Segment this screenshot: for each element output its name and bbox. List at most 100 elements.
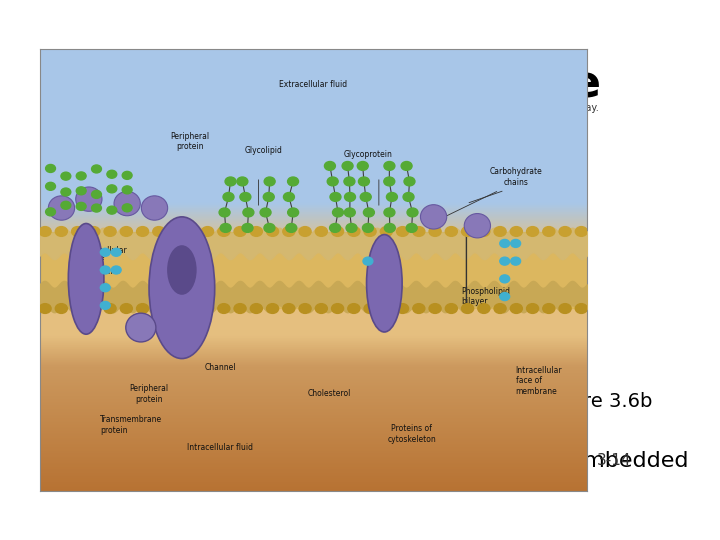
Circle shape xyxy=(251,227,262,237)
Circle shape xyxy=(384,177,395,186)
Circle shape xyxy=(185,303,197,313)
Circle shape xyxy=(225,177,236,186)
Circle shape xyxy=(45,183,55,190)
Circle shape xyxy=(559,227,571,237)
Ellipse shape xyxy=(141,196,168,220)
Circle shape xyxy=(342,161,353,170)
Ellipse shape xyxy=(149,217,215,359)
Circle shape xyxy=(384,224,395,232)
Circle shape xyxy=(266,227,279,237)
Circle shape xyxy=(357,161,368,170)
Circle shape xyxy=(346,224,357,232)
Circle shape xyxy=(494,303,506,313)
Circle shape xyxy=(104,227,116,237)
Circle shape xyxy=(510,239,521,247)
Circle shape xyxy=(71,227,84,237)
Circle shape xyxy=(266,303,279,313)
Circle shape xyxy=(220,224,231,232)
Circle shape xyxy=(401,161,412,170)
Circle shape xyxy=(404,177,415,186)
Circle shape xyxy=(100,248,110,256)
Circle shape xyxy=(71,303,84,313)
Circle shape xyxy=(364,227,376,237)
Circle shape xyxy=(45,208,55,216)
Circle shape xyxy=(344,177,355,186)
Circle shape xyxy=(137,303,148,313)
Circle shape xyxy=(330,224,341,232)
Circle shape xyxy=(153,303,165,313)
Circle shape xyxy=(559,303,571,313)
Circle shape xyxy=(185,227,197,237)
Text: 3-14: 3-14 xyxy=(597,453,631,468)
Circle shape xyxy=(380,303,392,313)
Circle shape xyxy=(218,303,230,313)
Circle shape xyxy=(55,303,68,313)
Circle shape xyxy=(112,248,121,256)
Circle shape xyxy=(331,227,343,237)
Text: Peripheral
protein: Peripheral protein xyxy=(171,132,210,151)
Circle shape xyxy=(413,227,425,237)
Circle shape xyxy=(122,204,132,212)
Text: Peripheral
protein: Peripheral protein xyxy=(130,384,168,404)
Circle shape xyxy=(61,201,71,210)
Circle shape xyxy=(543,303,555,313)
Circle shape xyxy=(327,177,338,186)
Circle shape xyxy=(169,303,181,313)
Circle shape xyxy=(76,202,86,211)
Ellipse shape xyxy=(68,224,104,334)
Text: Transmembrane
protein: Transmembrane protein xyxy=(100,415,162,435)
Circle shape xyxy=(429,303,441,313)
Text: Intracellular
face of
membrane: Intracellular face of membrane xyxy=(516,366,562,396)
Circle shape xyxy=(384,208,395,217)
Circle shape xyxy=(61,172,71,180)
Circle shape xyxy=(283,303,295,313)
Circle shape xyxy=(107,170,117,178)
Ellipse shape xyxy=(48,196,75,220)
Circle shape xyxy=(387,192,397,201)
Circle shape xyxy=(169,227,181,237)
Circle shape xyxy=(120,227,132,237)
Circle shape xyxy=(288,208,299,217)
Circle shape xyxy=(88,303,100,313)
Circle shape xyxy=(575,303,588,313)
Circle shape xyxy=(55,227,68,237)
Circle shape xyxy=(264,192,274,201)
Circle shape xyxy=(526,227,539,237)
Circle shape xyxy=(100,284,110,292)
Circle shape xyxy=(112,266,121,274)
Circle shape xyxy=(120,303,132,313)
Circle shape xyxy=(575,227,588,237)
Circle shape xyxy=(202,303,214,313)
Circle shape xyxy=(240,192,251,201)
Circle shape xyxy=(284,192,294,201)
Text: Extracellular
face of
membrane: Extracellular face of membrane xyxy=(78,246,127,276)
Circle shape xyxy=(202,227,214,237)
Circle shape xyxy=(403,192,414,201)
Circle shape xyxy=(45,165,55,172)
Circle shape xyxy=(333,208,343,217)
Text: Carbohydrate
chains: Carbohydrate chains xyxy=(490,167,542,187)
Circle shape xyxy=(237,177,248,186)
Circle shape xyxy=(397,303,408,313)
Circle shape xyxy=(100,301,110,309)
Circle shape xyxy=(478,227,490,237)
Circle shape xyxy=(429,227,441,237)
Circle shape xyxy=(219,208,230,217)
Circle shape xyxy=(397,227,408,237)
Circle shape xyxy=(39,227,51,237)
Text: Intracellular fluid: Intracellular fluid xyxy=(187,443,253,451)
Circle shape xyxy=(500,275,510,283)
Circle shape xyxy=(299,227,311,237)
Circle shape xyxy=(100,266,110,274)
Text: Cholesterol: Cholesterol xyxy=(308,389,351,399)
Ellipse shape xyxy=(420,205,446,229)
Circle shape xyxy=(500,293,510,301)
Text: Plasma Membrane: Plasma Membrane xyxy=(138,62,600,105)
Circle shape xyxy=(264,224,275,232)
Ellipse shape xyxy=(464,213,490,238)
Circle shape xyxy=(286,224,297,232)
Circle shape xyxy=(330,192,341,201)
Circle shape xyxy=(348,303,360,313)
Circle shape xyxy=(287,177,299,186)
Circle shape xyxy=(445,303,457,313)
